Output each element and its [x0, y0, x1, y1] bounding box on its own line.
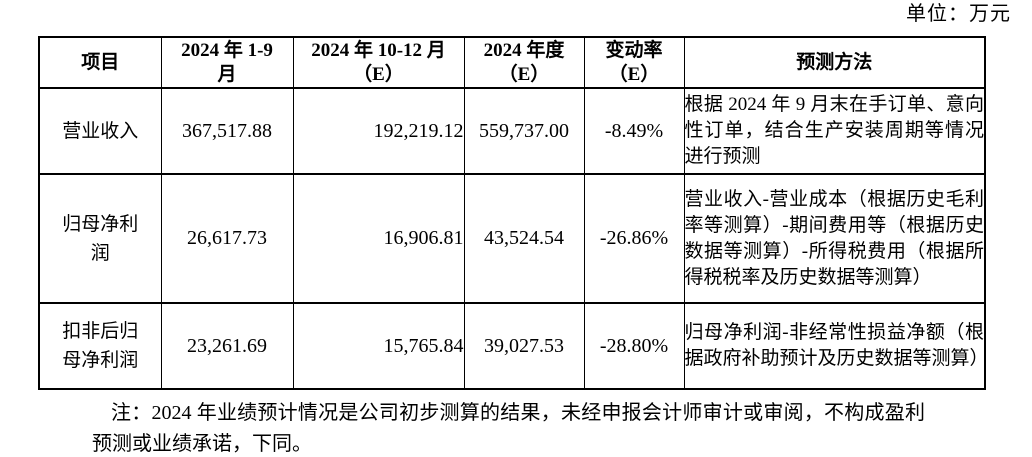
value-cell-annual: 39,027.53: [463, 302, 585, 390]
value-cell-change-rate: -8.49%: [583, 87, 685, 175]
forecast-table: 项目 2024 年 1-9 月 2024 年 10-12 月 （E） 2024 …: [38, 36, 986, 390]
row-item-label: 归母净利 润: [38, 173, 162, 304]
value-cell-1-9: 26,617.73: [160, 173, 294, 304]
value-cell-1-9: 367,517.88: [160, 87, 294, 175]
table-header-row: 项目 2024 年 1-9 月 2024 年 10-12 月 （E） 2024 …: [38, 36, 986, 89]
column-header-2024-10-12: 2024 年 10-12 月 （E）: [292, 36, 465, 89]
value-cell-10-12: 15,765.84: [292, 302, 465, 390]
value-cell-change-rate: -26.86%: [583, 173, 685, 304]
column-header-2024-1-9: 2024 年 1-9 月: [160, 36, 294, 89]
value-cell-annual: 43,524.54: [463, 173, 585, 304]
value-cell-1-9: 23,261.69: [160, 302, 294, 390]
footnote: 注：2024 年业绩预计情况是公司初步测算的结果，未经申报会计师审计或审阅，不构…: [92, 402, 925, 455]
unit-label: 单位：万元: [906, 3, 1011, 25]
method-cell: 根据 2024 年 9 月末在手订单、意向性订单，结合生产安装周期等情况进行预测: [683, 87, 986, 175]
value-cell-10-12: 16,906.81: [292, 173, 465, 304]
column-header-item: 项目: [38, 36, 162, 89]
column-header-change-rate: 变动率 （E）: [583, 36, 685, 89]
table-row-net-profit: 归母净利 润 26,617.73 16,906.81 43,524.54 -26…: [38, 173, 986, 304]
row-item-label: 扣非后归 母净利润: [38, 302, 162, 390]
method-cell: 归母净利润-非经常性损益净额（根据政府补助预计及历史数据等测算）: [683, 302, 986, 390]
table-row-deducted-net-profit: 扣非后归 母净利润 23,261.69 15,765.84 39,027.53 …: [38, 302, 986, 390]
method-cell: 营业收入-营业成本（根据历史毛利率等测算）-期间费用等（根据历史数据等测算）-所…: [683, 173, 986, 304]
column-header-2024-annual: 2024 年度 （E）: [463, 36, 585, 89]
value-cell-10-12: 192,219.12: [292, 87, 465, 175]
value-cell-annual: 559,737.00: [463, 87, 585, 175]
table-row-revenue: 营业收入 367,517.88 192,219.12 559,737.00 -8…: [38, 87, 986, 175]
column-header-method: 预测方法: [683, 36, 986, 89]
row-item-label: 营业收入: [38, 87, 162, 175]
value-cell-change-rate: -28.80%: [583, 302, 685, 390]
